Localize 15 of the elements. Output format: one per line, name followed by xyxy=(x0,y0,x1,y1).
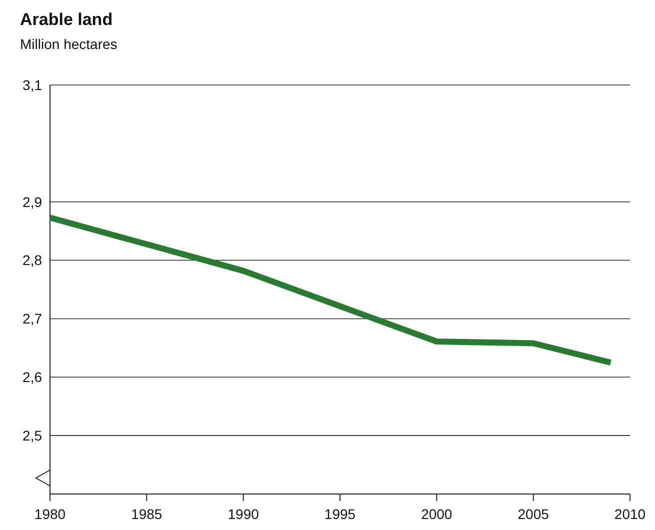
x-tick-label: 2005 xyxy=(518,506,550,522)
x-tick-label: 1990 xyxy=(228,506,260,522)
x-tick-label: 1995 xyxy=(324,506,356,522)
x-tick-label: 2010 xyxy=(614,506,646,522)
chart-subtitle: Million hectares xyxy=(20,36,118,52)
y-tick-label: 2,5 xyxy=(22,427,42,444)
chart-title: Arable land xyxy=(20,10,113,29)
x-tick-label: 1980 xyxy=(34,506,66,522)
y-tick-label: 2,7 xyxy=(22,310,42,327)
y-tick-label: 3,1 xyxy=(22,76,42,93)
x-tick-label: 1985 xyxy=(131,506,162,522)
y-tick-label: 2,9 xyxy=(22,194,42,210)
x-tick-label: 2000 xyxy=(421,506,452,522)
y-tick-label: 2,8 xyxy=(22,252,42,268)
y-tick-label: 2,6 xyxy=(22,369,42,386)
